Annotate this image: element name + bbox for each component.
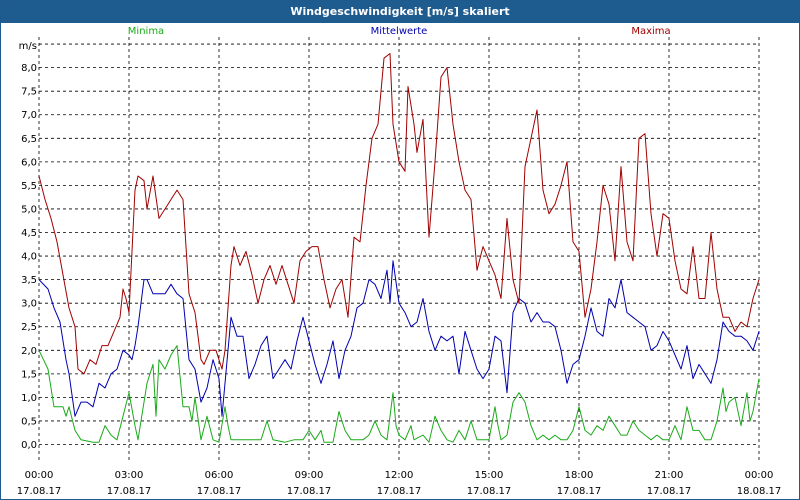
y-tick-label: 7,0 <box>21 110 37 121</box>
window-title: Windgeschwindigkeit [m/s] skaliert <box>1 1 799 23</box>
x-tick-time: 06:00 <box>205 470 234 481</box>
y-tick-label: 4,5 <box>21 228 37 239</box>
y-tick-label: 4,0 <box>21 252 37 263</box>
y-tick-label: 2,0 <box>21 346 37 357</box>
x-tick-date: 17.08.17 <box>17 486 62 497</box>
legend-mittelwerte: Mittelwerte <box>371 26 428 37</box>
y-tick-label: 5,5 <box>21 181 37 192</box>
y-tick-label: 1,5 <box>21 369 37 380</box>
x-tick-time: 00:00 <box>745 470 774 481</box>
y-tick-label: 6,0 <box>21 157 37 168</box>
y-tick-label: 2,5 <box>21 322 37 333</box>
x-tick-date: 17.08.17 <box>557 486 602 497</box>
x-tick-time: 00:00 <box>25 470 54 481</box>
x-tick-date: 17.08.17 <box>647 486 692 497</box>
legend-maxima: Maxima <box>631 26 670 37</box>
x-tick-date: 17.08.17 <box>287 486 332 497</box>
y-tick-label: 8,0 <box>21 63 37 74</box>
x-tick-time: 12:00 <box>385 470 414 481</box>
y-tick-label: 6,5 <box>21 134 37 145</box>
x-tick-date: 17.08.17 <box>107 486 152 497</box>
y-tick-label: 3,5 <box>21 275 37 286</box>
x-tick-date: 17.08.17 <box>467 486 512 497</box>
series-line-mittelwerte <box>38 260 760 417</box>
x-tick-time: 09:00 <box>295 470 324 481</box>
y-tick-label: 1,0 <box>21 393 37 404</box>
x-tick-time: 03:00 <box>115 470 144 481</box>
y-tick-label: 5,0 <box>21 204 37 215</box>
y-axis-label: m/s <box>19 41 37 52</box>
x-tick-time: 18:00 <box>565 470 594 481</box>
series-line-maxima <box>38 53 760 375</box>
y-tick-label: 7,5 <box>21 87 37 98</box>
y-tick-label: 0,5 <box>21 416 37 427</box>
legend-minima: Minima <box>128 26 164 37</box>
x-tick-time: 21:00 <box>655 470 684 481</box>
x-tick-date: 17.08.17 <box>197 486 242 497</box>
x-tick-date: 17.08.17 <box>377 486 422 497</box>
x-tick-time: 15:00 <box>475 470 504 481</box>
y-tick-label: 0,0 <box>21 440 37 451</box>
series-line-minima <box>38 345 760 443</box>
x-tick-date: 18.08.17 <box>737 486 782 497</box>
y-tick-label: 3,0 <box>21 299 37 310</box>
